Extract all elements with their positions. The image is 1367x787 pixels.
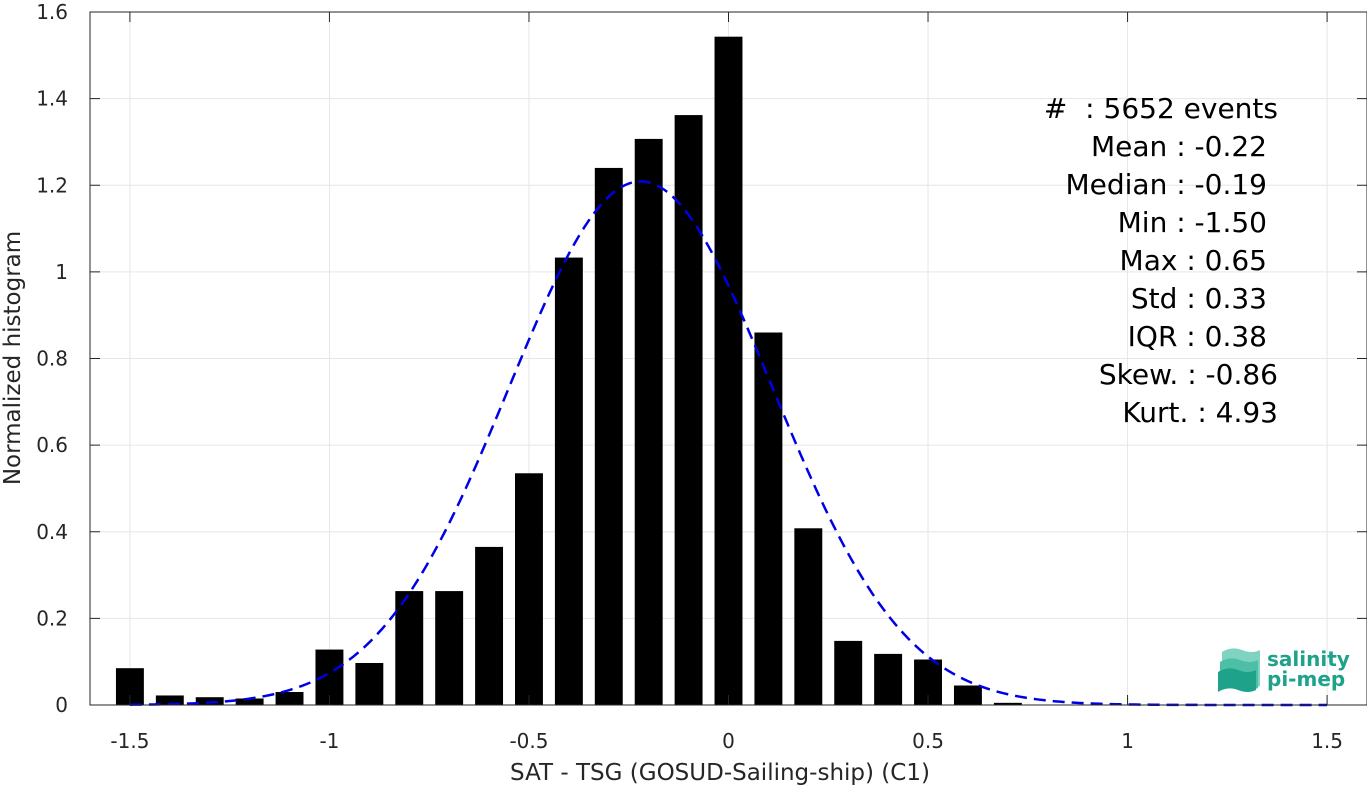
y-tick-label: 0.4 (36, 520, 68, 544)
logo-text-salinity: salinity (1267, 647, 1350, 671)
histogram-bar (395, 591, 424, 705)
histogram-bar (754, 332, 783, 705)
histogram-bar (195, 697, 224, 705)
x-tick-label: 1.5 (1311, 729, 1343, 753)
histogram-bar (714, 36, 743, 706)
x-tick-label: -1 (319, 729, 339, 753)
stat-std: Std : 0.33 (1131, 282, 1267, 315)
statistics-box: # : 5652 events Mean : -0.22 Median : -0… (1044, 92, 1278, 429)
histogram-bar (155, 695, 184, 705)
logo-text-pi-mep: pi-mep (1267, 667, 1345, 691)
histogram-bar (515, 473, 543, 705)
histogram-bar (475, 546, 504, 705)
histogram-bar (355, 662, 384, 705)
y-tick-label: 0 (55, 693, 68, 717)
y-tick-label: 1.6 (36, 0, 68, 24)
x-tick-label: -0.5 (509, 729, 548, 753)
histogram-bar (554, 257, 583, 705)
stat-skew: Skew. : -0.86 (1099, 358, 1278, 391)
stat-iqr: IQR : 0.38 (1128, 320, 1267, 353)
histogram-bar (594, 167, 623, 706)
y-axis-ticks: 0 0.2 0.4 0.6 0.8 1 1.2 1.4 1.6 (36, 0, 1367, 717)
histogram-bar (993, 702, 1022, 705)
stat-median: Median : -0.19 (1065, 168, 1267, 201)
histogram-bar (834, 640, 863, 705)
x-tick-label: 0.5 (912, 729, 944, 753)
stat-mean: Mean : -0.22 (1091, 130, 1267, 163)
histogram-bar (794, 528, 823, 705)
stat-events: # : 5652 events (1044, 92, 1278, 125)
histogram-bar (953, 685, 982, 705)
histogram-bar (235, 698, 264, 705)
x-axis-ticks: -1.5 -1 -0.5 0 0.5 1 1.5 (110, 12, 1343, 753)
gaussian-fit-curve (129, 180, 1328, 707)
histogram-bar (874, 653, 903, 705)
y-tick-label: 1.4 (36, 87, 68, 111)
x-tick-label: 0 (722, 729, 735, 753)
y-tick-label: 1 (55, 260, 68, 284)
y-tick-label: 0.6 (36, 433, 68, 457)
x-axis-label: SAT - TSG (GOSUD-Sailing-ship) (C1) (510, 760, 930, 786)
stat-max: Max : 0.65 (1120, 244, 1267, 277)
stat-min: Min : -1.50 (1118, 206, 1267, 239)
x-tick-label: -1.5 (110, 729, 149, 753)
x-tick-label: 1 (1121, 729, 1134, 753)
y-tick-label: 0.8 (36, 347, 68, 371)
histogram-bar (634, 138, 663, 705)
y-tick-label: 1.2 (36, 173, 68, 197)
histogram-bar (435, 591, 464, 705)
salinity-pi-mep-logo: salinity pi-mep (1218, 647, 1350, 692)
y-tick-label: 0.2 (36, 606, 68, 630)
histogram-bars (115, 36, 1022, 706)
histogram-bar (275, 692, 304, 705)
stat-kurt: Kurt. : 4.93 (1122, 396, 1278, 429)
y-axis-label: Normalized histogram (0, 231, 26, 485)
wave-logo-icon (1218, 648, 1260, 692)
